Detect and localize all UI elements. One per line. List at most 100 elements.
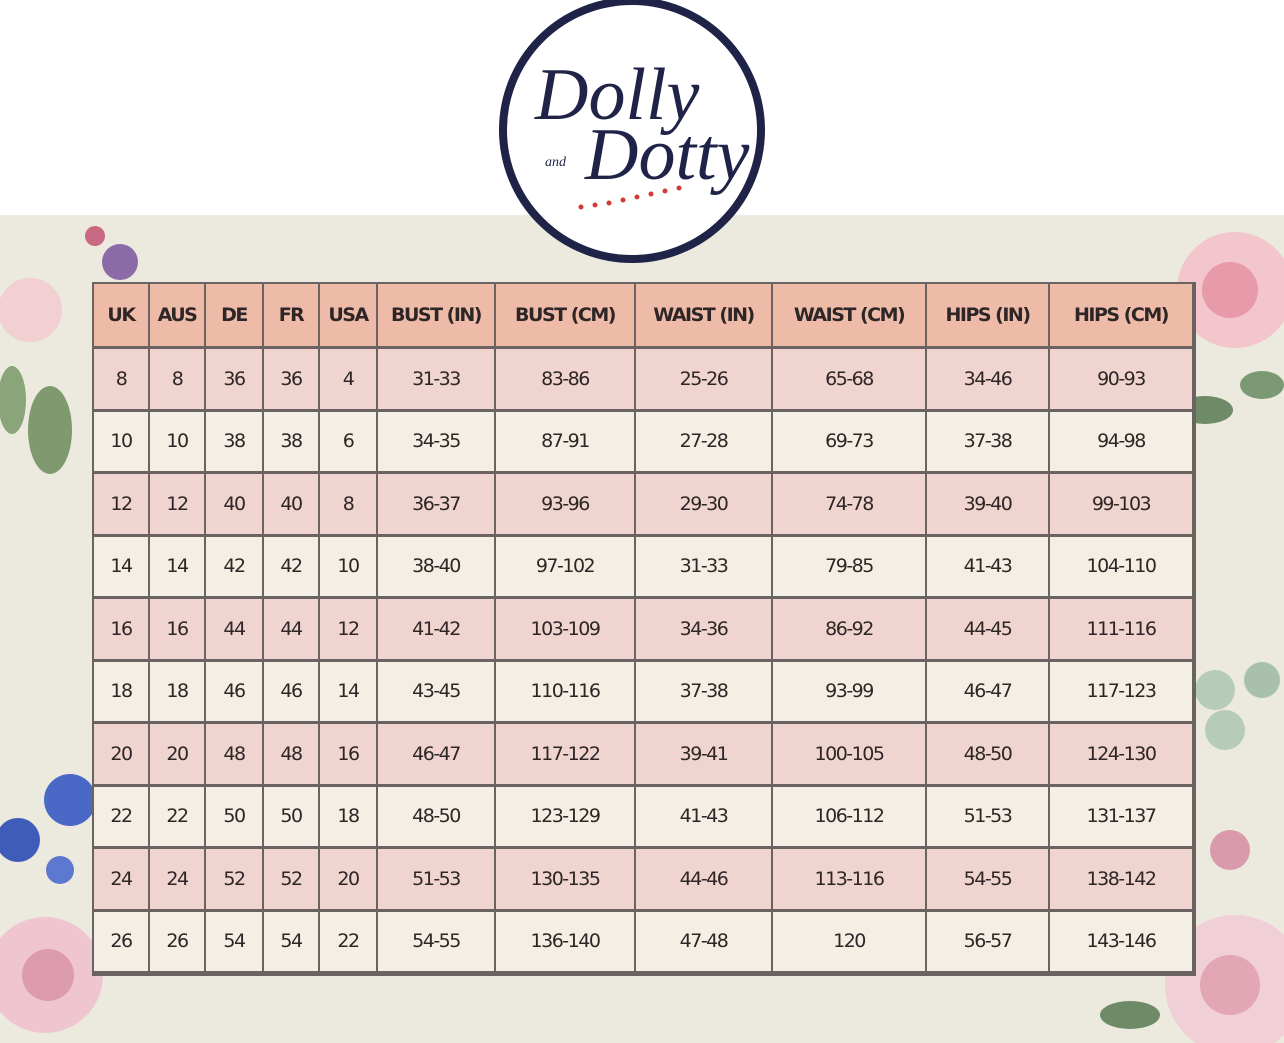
table-cell: 44 (264, 599, 320, 662)
table-row: 26 26 54 54 22 54-55 136-140 47-48 120 56-57 143-1… (94, 911, 1194, 974)
table-cell: 86-92 (773, 599, 927, 662)
table-cell: 97-102 (496, 536, 636, 599)
table-cell: 54 (206, 911, 264, 974)
table-cell: 51-53 (378, 849, 496, 912)
table-row: 10 10 38 38 6 34-35 87-91 27-28 69-73 37-38 94-98 (94, 411, 1194, 474)
header-cell: USA (320, 284, 378, 349)
table-cell: 54-55 (378, 911, 496, 974)
table-cell: 8 (320, 474, 378, 537)
table-cell: 24 (94, 849, 150, 912)
table-row: 8 8 36 36 4 31-33 83-86 25-26 65-68 34-46 90-93 (94, 349, 1194, 412)
table-cell: 79-85 (773, 536, 927, 599)
table-cell: 4 (320, 349, 378, 412)
table-cell: 143-146 (1050, 911, 1194, 974)
table-cell: 27-28 (636, 411, 773, 474)
table-cell: 37-38 (927, 411, 1050, 474)
table-cell: 51-53 (927, 786, 1050, 849)
table-cell: 110-116 (496, 661, 636, 724)
table-cell: 54 (264, 911, 320, 974)
table-cell: 123-129 (496, 786, 636, 849)
table-cell: 104-110 (1050, 536, 1194, 599)
table-cell: 10 (320, 536, 378, 599)
table-cell: 50 (206, 786, 264, 849)
table-cell: 22 (94, 786, 150, 849)
table-cell: 37-38 (636, 661, 773, 724)
table-cell: 130-135 (496, 849, 636, 912)
table-cell: 22 (150, 786, 206, 849)
header-cell: WAIST (IN) (636, 284, 773, 349)
table-cell: 24 (150, 849, 206, 912)
logo-text: Dolly (535, 54, 700, 136)
table-cell: 117-123 (1050, 661, 1194, 724)
table-cell: 14 (94, 536, 150, 599)
header-cell: DE (206, 284, 264, 349)
table-cell: 12 (320, 599, 378, 662)
table-cell: 103-109 (496, 599, 636, 662)
table-cell: 16 (94, 599, 150, 662)
table-cell: 106-112 (773, 786, 927, 849)
table-cell: 10 (150, 411, 206, 474)
table-cell: 100-105 (773, 724, 927, 787)
logo: Dolly and Dotty (499, 0, 765, 263)
table-cell: 38 (206, 411, 264, 474)
table-cell: 46-47 (927, 661, 1050, 724)
header-cell: HIPS (IN) (927, 284, 1050, 349)
table-cell: 42 (264, 536, 320, 599)
table-cell: 20 (94, 724, 150, 787)
table-row: 12 12 40 40 8 36-37 93-96 29-30 74-78 39-40 99-103 (94, 474, 1194, 537)
table-cell: 44 (206, 599, 264, 662)
table-cell: 54-55 (927, 849, 1050, 912)
table-cell: 124-130 (1050, 724, 1194, 787)
table-cell: 31-33 (378, 349, 496, 412)
table-cell: 113-116 (773, 849, 927, 912)
table-cell: 48-50 (378, 786, 496, 849)
table-cell: 69-73 (773, 411, 927, 474)
logo-dots (578, 185, 682, 210)
table-cell: 40 (264, 474, 320, 537)
table-row: 18 18 46 46 14 43-45 110-116 37-38 93-99 46-47 117… (94, 661, 1194, 724)
table-cell: 20 (320, 849, 378, 912)
table-cell: 18 (150, 661, 206, 724)
table-cell: 18 (320, 786, 378, 849)
table-cell: 18 (94, 661, 150, 724)
table-cell: 46 (206, 661, 264, 724)
table-cell: 131-137 (1050, 786, 1194, 849)
table-cell: 16 (150, 599, 206, 662)
table-cell: 41-42 (378, 599, 496, 662)
table-cell: 6 (320, 411, 378, 474)
table-row: 24 24 52 52 20 51-53 130-135 44-46 113-116 54-55 1… (94, 849, 1194, 912)
table-row: 14 14 42 42 10 38-40 97-102 31-33 79-85 41-43 104-… (94, 536, 1194, 599)
table-cell: 65-68 (773, 349, 927, 412)
table-cell: 83-86 (496, 349, 636, 412)
table-cell: 47-48 (636, 911, 773, 974)
table-cell: 43-45 (378, 661, 496, 724)
table-cell: 48 (206, 724, 264, 787)
table-cell: 36 (264, 349, 320, 412)
table-cell: 42 (206, 536, 264, 599)
table-cell: 46 (264, 661, 320, 724)
table-row: 22 22 50 50 18 48-50 123-129 41-43 106-112 51-53 1… (94, 786, 1194, 849)
table-cell: 94-98 (1050, 411, 1194, 474)
table-row: 20 20 48 48 16 46-47 117-122 39-41 100-105 48-50 1… (94, 724, 1194, 787)
table-cell: 8 (150, 349, 206, 412)
table-cell: 93-96 (496, 474, 636, 537)
header-cell: AUS (150, 284, 206, 349)
table-cell: 120 (773, 911, 927, 974)
table-cell: 48 (264, 724, 320, 787)
table-cell: 111-116 (1050, 599, 1194, 662)
table-cell: 39-41 (636, 724, 773, 787)
table-cell: 34-36 (636, 599, 773, 662)
header-cell: WAIST (CM) (773, 284, 927, 349)
table-cell: 48-50 (927, 724, 1050, 787)
table-cell: 46-47 (378, 724, 496, 787)
table-cell: 34-46 (927, 349, 1050, 412)
table-cell: 44-45 (927, 599, 1050, 662)
table-cell: 56-57 (927, 911, 1050, 974)
table-cell: 138-142 (1050, 849, 1194, 912)
table-cell: 39-40 (927, 474, 1050, 537)
table-cell: 26 (150, 911, 206, 974)
table-cell: 14 (150, 536, 206, 599)
header-cell: FR (264, 284, 320, 349)
table-cell: 52 (264, 849, 320, 912)
